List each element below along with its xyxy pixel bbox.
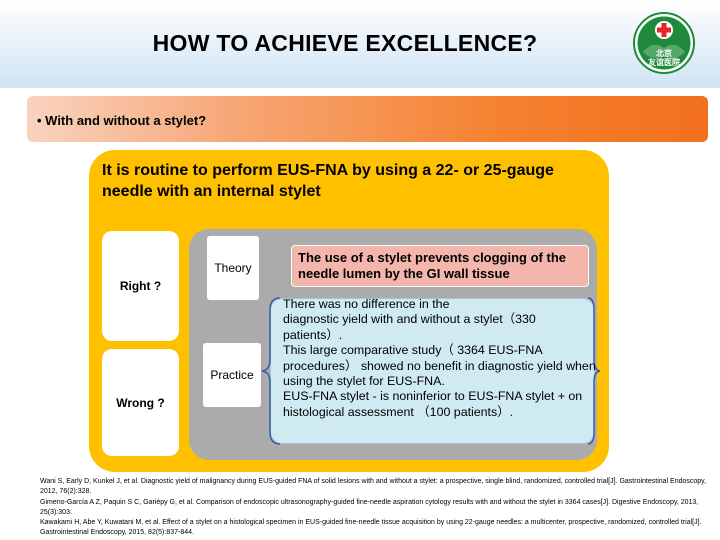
logo-text-line1: 北京 [656, 49, 672, 58]
theory-text: The use of a stylet prevents clogging of… [291, 245, 589, 287]
bullet-question: • With and without a stylet? [37, 113, 207, 128]
reference-item: Kawakami H, Abe Y, Kuwatani M, et al. Ef… [40, 519, 702, 537]
practice-label: Practice [210, 368, 254, 382]
practice-findings-box [270, 298, 595, 444]
header-band [0, 0, 720, 88]
logo-text-line2: 友谊医院 [648, 58, 680, 67]
bullet-bar [27, 96, 708, 142]
wrong-label: Wrong ? [116, 395, 165, 410]
practice-text: There was no difference in the diagnosti… [283, 297, 596, 419]
right-label: Right ? [119, 279, 162, 293]
hospital-logo: 北京 友谊医院 [633, 12, 695, 74]
red-cross-icon [633, 12, 695, 74]
right-brace-icon [587, 297, 601, 445]
reference-item: Gimeno-García A Z, Paquin S C, Gariépy G… [40, 498, 699, 516]
practice-box: Practice [203, 343, 261, 407]
references: Wani S, Early D, Kunkel J, et al. Diagno… [40, 477, 712, 539]
right-box: Right ? [102, 231, 179, 341]
routine-statement: It is routine to perform EUS-FNA by usin… [102, 162, 554, 200]
wrong-box: Wrong ? [102, 349, 179, 456]
reference-item: Wani S, Early D, Kunkel J, et al. Diagno… [40, 478, 707, 496]
slide-title: HOW TO ACHIEVE EXCELLENCE? [152, 30, 538, 56]
theory-label: Theory [214, 261, 252, 275]
theory-box: Theory [207, 236, 259, 300]
left-brace-icon [261, 297, 281, 445]
